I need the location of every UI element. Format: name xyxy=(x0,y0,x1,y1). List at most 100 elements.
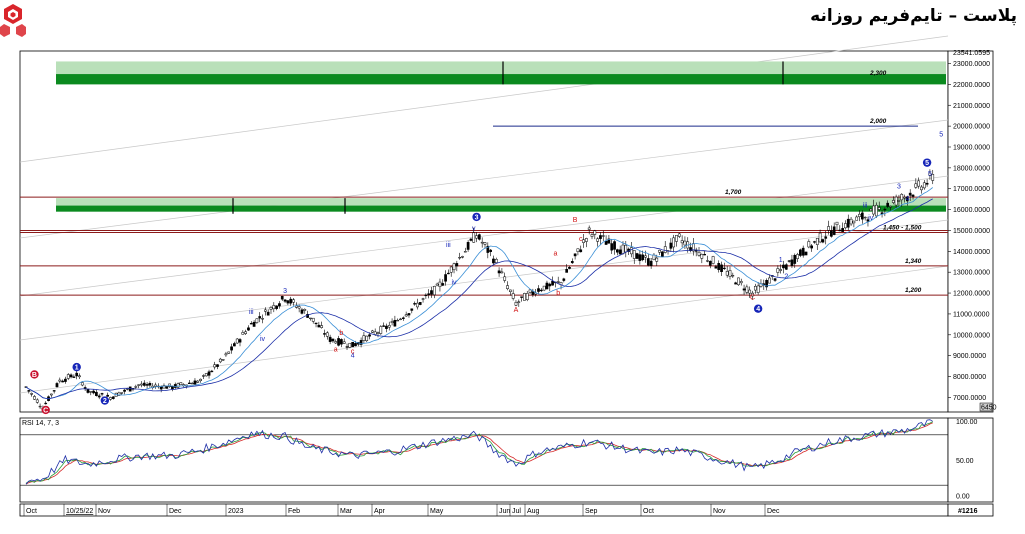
candle-body xyxy=(80,382,84,386)
candle-body xyxy=(399,318,402,321)
candle-body xyxy=(362,335,366,341)
wave-label-4: 5 xyxy=(925,160,929,167)
price-tick-label-4: 19000.0000 xyxy=(953,144,990,151)
candle-body xyxy=(283,299,287,302)
candle-body xyxy=(548,283,552,287)
candle-body xyxy=(911,194,915,197)
candle-body xyxy=(849,218,853,225)
candle-body xyxy=(204,373,208,377)
candle-body xyxy=(95,391,98,396)
candle-body xyxy=(69,374,73,378)
candle-body xyxy=(345,346,349,348)
candle-body xyxy=(249,323,253,325)
time-label-2: Nov xyxy=(98,508,111,515)
wave-label-23: 1 xyxy=(779,257,783,264)
candle-body xyxy=(447,272,450,275)
candle-body xyxy=(844,223,847,229)
moving-average-fast xyxy=(25,187,933,400)
candle-body xyxy=(793,255,797,264)
candle-body xyxy=(187,382,191,384)
candle-body xyxy=(252,321,256,327)
candle-body xyxy=(765,280,768,288)
candle-body xyxy=(416,302,419,308)
candle-body xyxy=(365,335,369,342)
time-label-1: 10/25/22 xyxy=(66,508,93,515)
candle-body xyxy=(728,270,732,277)
candle-body xyxy=(145,384,149,386)
moving-average-slow xyxy=(25,198,933,400)
candle-body xyxy=(292,299,295,303)
wave-label-5: B xyxy=(32,372,37,379)
candle-body xyxy=(855,216,859,221)
candle-body xyxy=(55,383,59,388)
candle-body xyxy=(830,230,833,237)
wave-label-3: 4 xyxy=(756,306,760,313)
time-label-14: Nov xyxy=(713,508,726,515)
candle-body xyxy=(193,380,197,385)
candle-body xyxy=(917,180,921,187)
candle-body xyxy=(520,296,523,298)
wave-label-20: a xyxy=(553,250,557,257)
candle-body xyxy=(745,286,749,293)
candle-body xyxy=(525,293,529,300)
candle-body xyxy=(309,317,312,320)
candle-body xyxy=(841,228,844,232)
candle-body xyxy=(542,285,546,291)
candle-body xyxy=(506,285,509,289)
wave-label-29: 5 xyxy=(928,171,932,178)
candle-body xyxy=(368,334,371,337)
time-label-9: Jun xyxy=(499,508,510,515)
candle-body xyxy=(539,289,543,292)
candle-body xyxy=(255,318,259,323)
candle-body xyxy=(120,392,124,394)
candle-body xyxy=(508,289,512,292)
candle-body xyxy=(418,302,422,305)
candle-body xyxy=(528,289,532,293)
candle-body xyxy=(317,324,321,328)
candle-body xyxy=(748,289,752,294)
candle-body xyxy=(782,264,785,269)
candle-body xyxy=(655,257,659,262)
candle-body xyxy=(390,321,394,323)
candle-body xyxy=(413,303,416,305)
candle-body xyxy=(914,183,918,188)
candle-body xyxy=(430,290,433,295)
candle-body xyxy=(376,332,380,334)
candle-body xyxy=(908,192,912,196)
candle-body xyxy=(494,259,498,263)
candle-body xyxy=(230,346,233,351)
rsi-line-slow xyxy=(25,422,933,485)
candle-body xyxy=(351,342,355,348)
level-label-2: 1,700 xyxy=(725,189,742,196)
trend-channel-line-0 xyxy=(19,35,949,163)
wave-label-19: C xyxy=(750,294,755,301)
candle-body xyxy=(100,393,104,395)
candle-body xyxy=(641,254,645,261)
time-label-12: Sep xyxy=(585,508,598,515)
candle-body xyxy=(680,240,684,244)
candle-body xyxy=(196,380,200,383)
candle-body xyxy=(779,269,783,271)
candle-body xyxy=(359,340,363,345)
candle-body xyxy=(92,390,95,394)
wave-label-28: 4 xyxy=(905,196,909,203)
candle-body xyxy=(576,248,580,252)
wave-label-2: 3 xyxy=(475,214,479,221)
price-tick-label-11: 12000.0000 xyxy=(953,291,990,298)
wave-label-8: iii xyxy=(249,309,254,316)
candle-body xyxy=(689,247,692,252)
candle-body xyxy=(483,242,487,245)
wave-label-16: v xyxy=(472,225,476,232)
time-axis-panel xyxy=(19,503,949,517)
time-label-15: Dec xyxy=(767,508,780,515)
wave-label-1: 2 xyxy=(103,398,107,405)
candle-body xyxy=(427,293,431,296)
price-tick-label-6: 17000.0000 xyxy=(953,186,990,193)
candle-body xyxy=(78,375,81,378)
wave-label-10: 4 xyxy=(351,353,355,360)
candle-body xyxy=(669,242,673,249)
wave-label-21: b xyxy=(556,290,560,297)
price-tick-label-1: 22000.0000 xyxy=(953,82,990,89)
candle-body xyxy=(241,332,245,335)
candle-body xyxy=(922,182,926,189)
